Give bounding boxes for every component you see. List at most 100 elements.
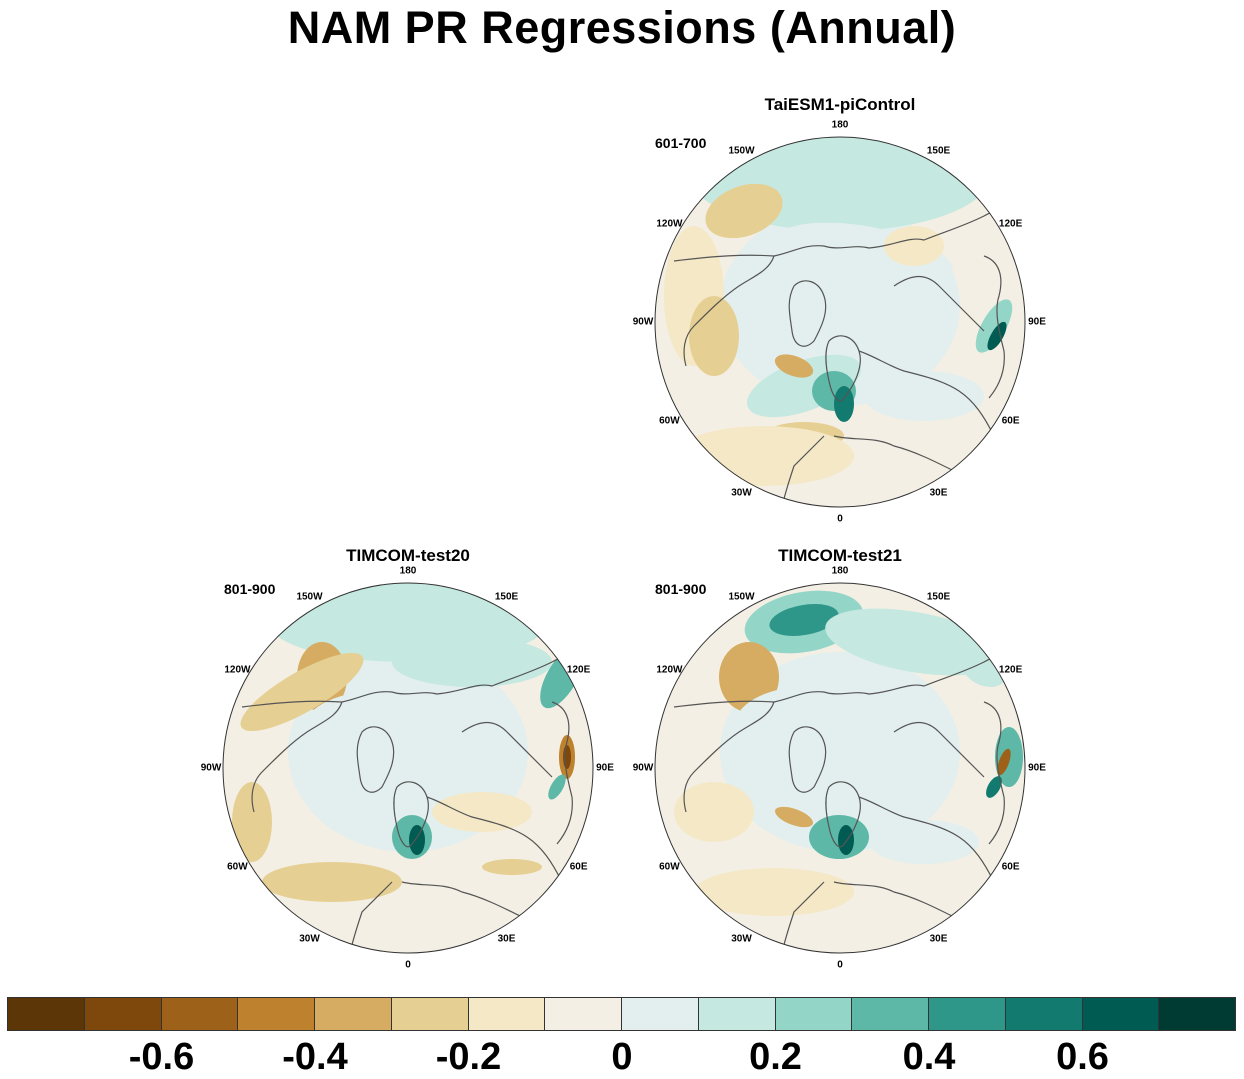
anomaly-contour: [262, 862, 402, 902]
coastlines: [241, 657, 575, 953]
longitude-label: 90W: [632, 316, 654, 328]
longitude-label: 60W: [659, 415, 680, 426]
colorbar-tick-label: -0.4: [282, 1036, 348, 1078]
longitude-label: 30E: [929, 487, 948, 499]
anomaly-field: [655, 583, 1025, 953]
longitude-label: 90E: [596, 762, 614, 774]
anomaly-contour: [986, 776, 1002, 798]
longitude-label: 30W: [731, 487, 752, 499]
colorbar-swatch: [237, 997, 315, 1031]
coastline: [461, 722, 553, 778]
anomaly-contour: [302, 692, 442, 772]
longitude-label: 60E: [569, 861, 588, 872]
longitude-label: 120W: [224, 664, 251, 675]
coastline: [893, 722, 985, 778]
coastline: [781, 435, 825, 507]
colorbar-swatch: [7, 997, 85, 1031]
coastline: [983, 701, 1005, 845]
colorbar: [7, 997, 1236, 1031]
coastline: [673, 245, 825, 262]
longitude-label: 0: [405, 959, 411, 971]
longitude-label: 60W: [659, 861, 680, 872]
anomaly-contour: [548, 774, 566, 800]
anomaly-contour: [975, 299, 1013, 353]
longitude-label: 180: [831, 565, 849, 577]
longitude-label: 30E: [929, 933, 948, 945]
colorbar-swatch: [621, 997, 699, 1031]
coastline: [825, 335, 861, 402]
anomaly-contour: [769, 604, 839, 636]
coastline: [983, 255, 1005, 399]
anomaly-contour: [838, 825, 854, 855]
panel-period-test20: 801-900: [224, 581, 276, 597]
longitude-label: 180: [831, 119, 849, 131]
coastline: [833, 435, 955, 472]
coastline: [781, 881, 825, 953]
colorbar-tick-label: 0.6: [1056, 1036, 1109, 1078]
colorbar-tick-label: 0.4: [902, 1036, 956, 1078]
coastline: [833, 881, 955, 918]
longitude-label: 0: [837, 959, 843, 971]
coastline: [426, 796, 563, 883]
coastline: [673, 691, 825, 708]
map-boundary: [654, 582, 1026, 954]
coastline: [858, 350, 995, 437]
anomaly-contour: [987, 321, 1007, 351]
anomaly-contour: [694, 868, 854, 916]
colorbar-swatch: [83, 997, 162, 1031]
coastline: [788, 726, 827, 793]
anomaly-contour: [774, 354, 814, 378]
colorbar-swatch: [1081, 997, 1160, 1031]
coastline: [551, 701, 573, 845]
longitude-label: 120E: [566, 664, 591, 675]
coastline: [401, 881, 523, 918]
colorbar-tick-label: -0.6: [128, 1036, 195, 1078]
anomaly-contour: [705, 183, 783, 239]
anomaly-contour: [232, 782, 272, 862]
longitude-label: 60E: [1001, 861, 1020, 872]
longitude-label: 30E: [497, 933, 516, 945]
longitude-label: 150W: [296, 591, 323, 603]
coastline: [825, 781, 861, 848]
colorbar-tick-label: 0: [611, 1036, 633, 1078]
map-boundary: [654, 136, 1026, 508]
polar-map-test21: [654, 582, 1026, 954]
colorbar-swatch: [697, 997, 776, 1031]
colorbar-swatch: [390, 997, 469, 1031]
longitude-label: 90W: [200, 762, 222, 774]
anomaly-contour: [775, 806, 813, 828]
longitude-label: 0: [837, 513, 843, 525]
panel-title-test21: TIMCOM-test21: [778, 546, 902, 565]
longitude-label: 150E: [926, 591, 951, 603]
anomaly-contour: [674, 426, 854, 486]
panel-title-taiesm1: TaiESM1-piControl: [764, 95, 916, 114]
anomaly-contour: [884, 226, 944, 266]
coastline: [393, 781, 429, 848]
anomaly-contour: [689, 296, 739, 376]
polar-map-test20: [222, 582, 594, 954]
anomaly-contour: [432, 792, 532, 832]
colorbar-swatch: [928, 997, 1006, 1031]
longitude-label: 90W: [632, 762, 654, 774]
longitude-label: 150E: [926, 145, 951, 157]
colorbar-swatch: [774, 997, 853, 1031]
colorbar-swatch: [314, 997, 392, 1031]
colorbar-swatch: [1158, 997, 1236, 1031]
anomaly-contour: [997, 748, 1011, 776]
panel-period-taiesm1: 601-700: [655, 135, 707, 151]
map-boundary: [222, 582, 594, 954]
coastline: [858, 796, 995, 883]
coastline: [241, 691, 393, 708]
colorbar-tick-label: -0.2: [435, 1036, 502, 1078]
anomaly-contour: [834, 386, 854, 422]
longitude-label: 30W: [299, 933, 320, 945]
coastline: [683, 255, 775, 367]
anomaly-contour: [746, 354, 862, 418]
longitude-label: 90E: [1028, 762, 1046, 774]
colorbar-swatch: [544, 997, 622, 1031]
colorbar-swatch: [467, 997, 546, 1031]
anomaly-contour: [674, 782, 754, 842]
longitude-label: 60E: [1001, 415, 1020, 426]
longitude-label: 120W: [656, 218, 683, 229]
coastline: [788, 280, 827, 347]
